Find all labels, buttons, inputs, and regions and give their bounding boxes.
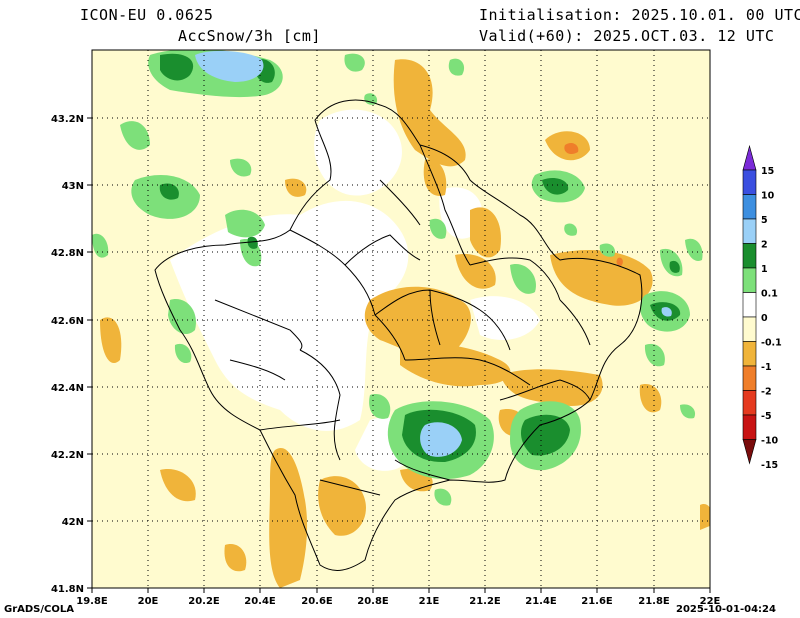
lat-label: 42.4N [51,383,84,394]
zero-area-east [470,296,540,340]
colorbar-swatch [742,169,757,195]
colorbar-label: 2 [761,240,768,251]
lat-label: 42.6N [51,316,84,327]
negative-2-areas [564,142,623,266]
lon-labels: 19.8E 20E 20.2E 20.4E 20.6E 20.8E 21E 21… [76,596,720,607]
colorbar-swatch [742,267,757,293]
lat-label: 43N [62,181,84,192]
lon-label: 19.8E [76,596,108,607]
positive-2-areas [195,50,672,457]
lon-label: 20.8E [357,596,389,607]
lat-label: 43.2N [51,114,84,125]
colorbar-swatch [742,390,757,416]
colorbar-label: 10 [761,191,775,202]
variable-title: AccSnow/3h [cm] [178,27,321,45]
colorbar-swatch [742,218,757,244]
zero-area-north [314,109,402,196]
lon-label: 21.4E [525,596,557,607]
lon-label: 21.8E [638,596,670,607]
graticule [92,50,710,588]
colorbar-label: -2 [761,387,772,398]
colorbar-label: 0 [761,313,768,324]
admin-boundaries [154,99,643,571]
footer-timestamp: 2025-10-01-04:24 [676,604,776,615]
colorbar-swatch [742,414,757,440]
colorbar-swatch [742,292,757,318]
lon-label: 22E [700,596,721,607]
colorbar-label: -15 [761,460,778,471]
colorbar-label: -10 [761,436,779,447]
snow-field [92,50,710,588]
colorbar-swatch [742,341,757,367]
colorbar-bottom-arrow [742,439,757,465]
lon-label: 20.6E [301,596,333,607]
colorbar: 15 10 5 2 1 0.1 0 -0.1 -1 -2 -5 -10 -15 [742,144,782,471]
lat-label: 41.8N [51,584,84,595]
colorbar-label: -1 [761,362,772,373]
lat-labels: 41.8N 42N 42.2N 42.4N 42.6N 42.8N 43N 43… [51,114,84,595]
colorbar-swatch [742,365,757,391]
colorbar-label: 1 [761,264,768,275]
init-time: Initialisation: 2025.10.01. 00 UTC [479,6,800,24]
lon-label: 21.6E [581,596,613,607]
lon-label: 20.4E [244,596,276,607]
model-title: ICON-EU 0.0625 [80,6,214,24]
lon-label: 20.2E [188,596,220,607]
colorbar-swatch [742,243,757,269]
lat-label: 42.8N [51,248,84,259]
colorbar-label: -0.1 [761,338,782,349]
valid-time: Valid(+60): 2025.OCT.03. 12 UTC [479,27,775,45]
colorbar-top-arrow [742,144,757,171]
lat-label: 42.2N [51,450,84,461]
tick-marks [87,117,711,593]
lat-label: 42N [62,517,84,528]
colorbar-label: 5 [761,215,768,226]
plot-frame [91,49,711,589]
lon-label: 20E [138,596,159,607]
colorbar-label: -5 [761,411,772,422]
footer-credit: GrADS/COLA [4,604,74,615]
colorbar-swatch [742,316,757,342]
colorbar-label: 0.1 [761,289,778,300]
zero-area-west [170,200,409,431]
lon-label: 21E [419,596,440,607]
colorbar-label: 15 [761,166,774,177]
colorbar-swatch [742,194,757,220]
lon-label: 21.2E [469,596,501,607]
